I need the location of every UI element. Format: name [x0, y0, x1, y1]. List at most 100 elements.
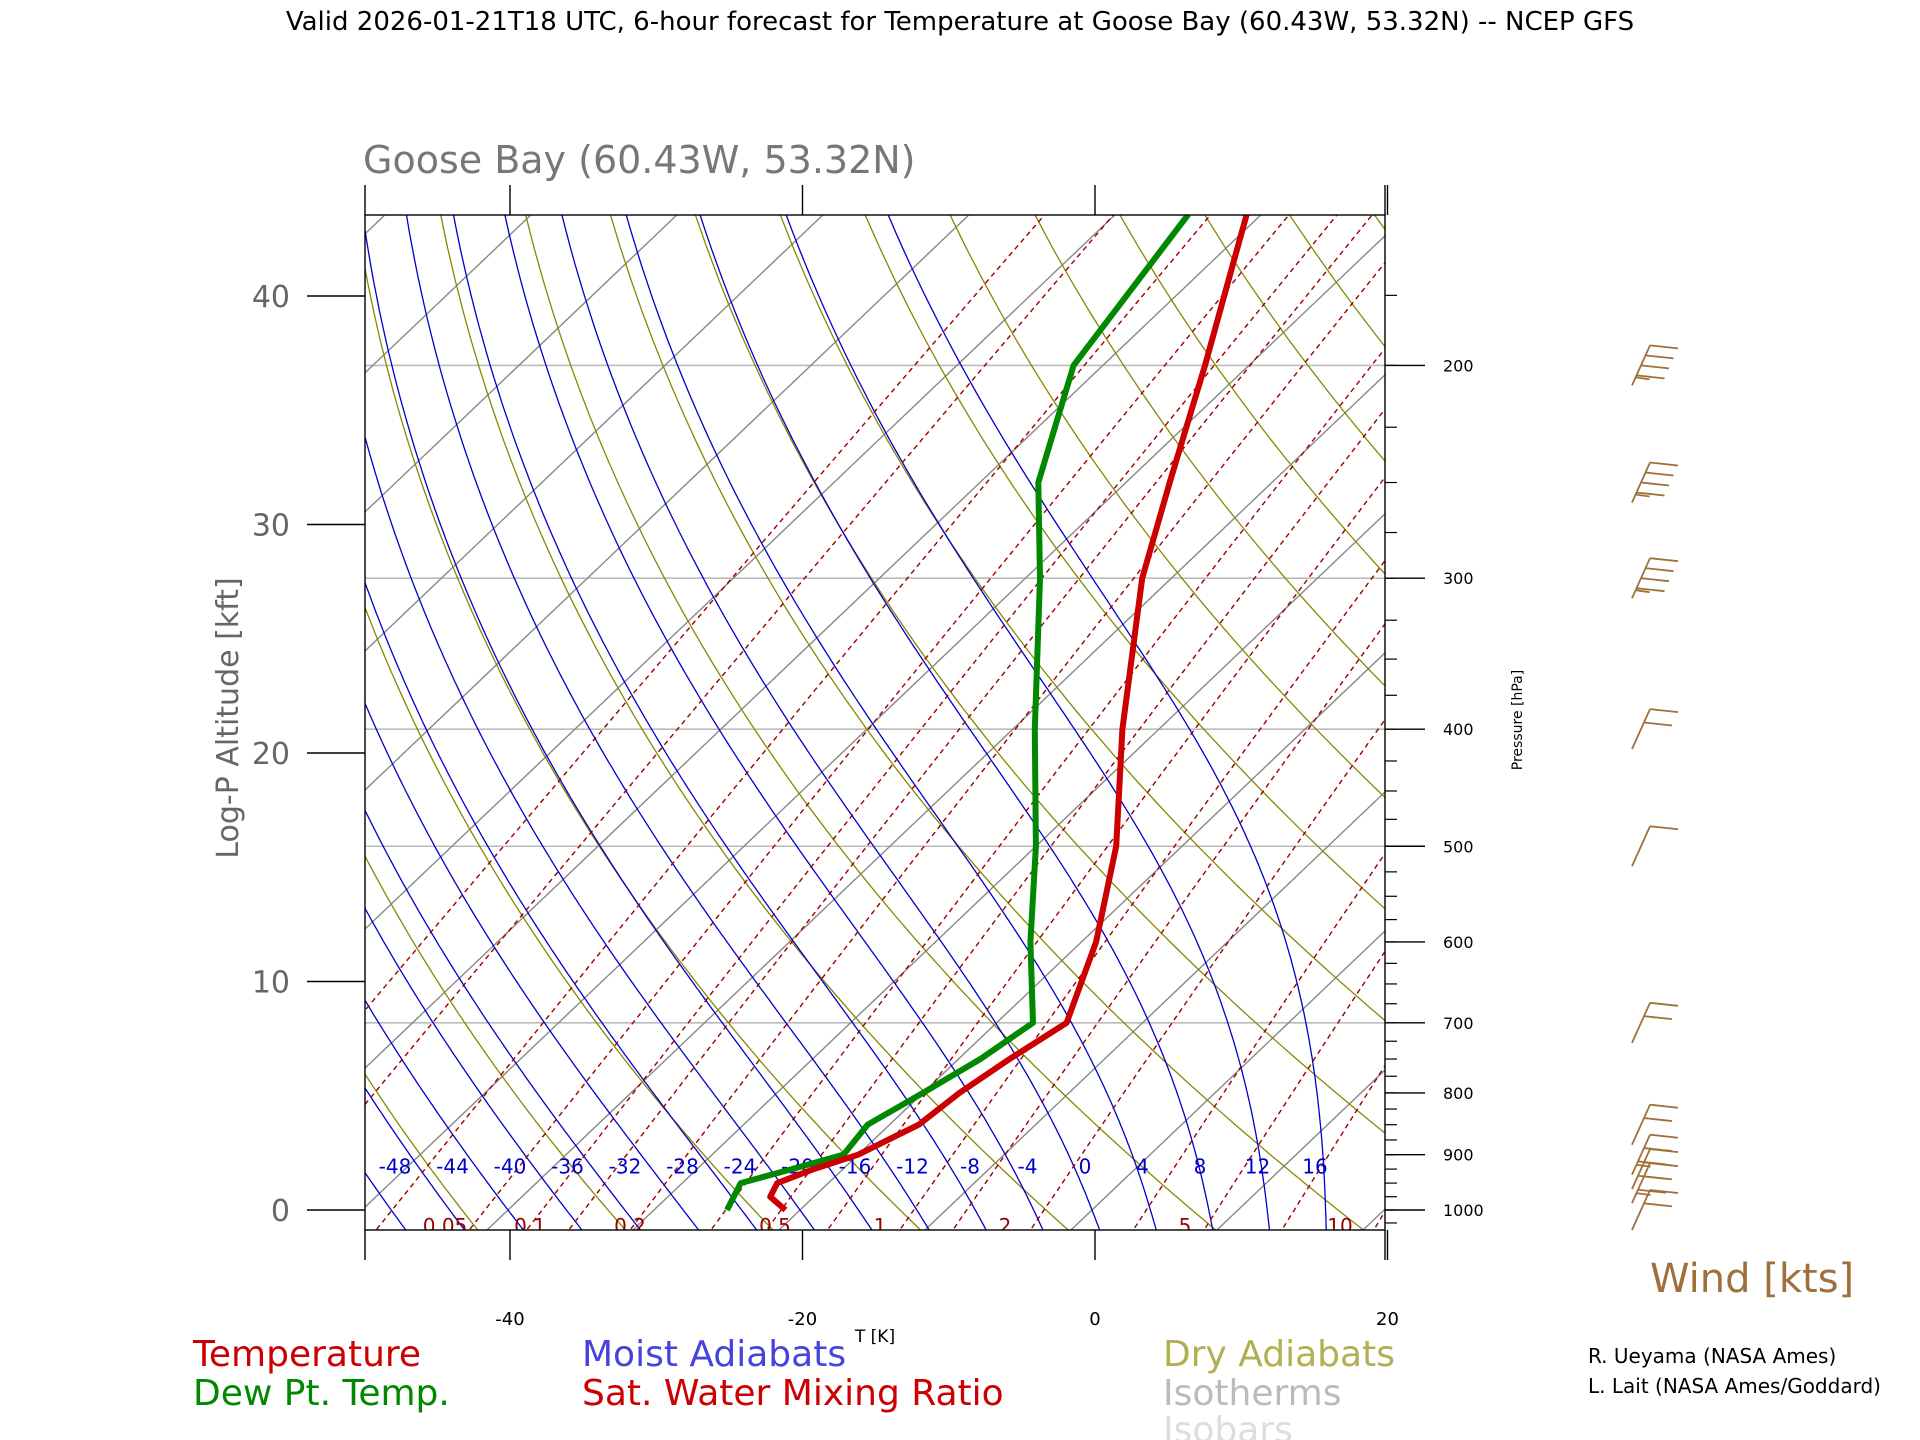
y-tick-label: 20 — [252, 737, 290, 772]
moist-adiabat-label: -44 — [436, 1154, 469, 1178]
wind-barb — [1631, 825, 1651, 867]
moist-adiabat-line — [625, 215, 1157, 1230]
legend-moist-adiabats: Moist Adiabats — [582, 1334, 846, 1375]
isotherm-line — [365, 215, 1116, 931]
moist-adiabat-line — [365, 701, 700, 1230]
dry-adiabat-line — [779, 215, 1385, 1022]
dry-adiabat-line — [15, 97, 345, 1250]
wind-barb-flag — [1649, 708, 1679, 714]
wind-barb-flag — [1645, 354, 1674, 360]
x-tick-label: 20 — [1376, 1309, 1399, 1330]
moist-adiabat-label: -24 — [724, 1154, 757, 1178]
moist-adiabat-line — [785, 215, 1271, 1230]
mixing-ratio-line — [468, 215, 1290, 1230]
wind-barb — [1631, 1162, 1651, 1204]
dry-adiabat-line — [1775, 97, 1920, 1250]
p-tick-label: 700 — [1443, 1014, 1474, 1033]
isotherm-line — [632, 512, 1385, 1230]
plot-frame — [364, 214, 1386, 1231]
mixing-ratio-label: 1 — [874, 1214, 887, 1238]
moist-adiabat-line — [365, 434, 816, 1230]
isotherm-line — [1655, 215, 1920, 1230]
mixing-ratio-label: 2 — [999, 1214, 1012, 1238]
y-tick-label: 40 — [252, 280, 290, 315]
mixing-ratio-line — [1373, 1209, 1385, 1230]
moist-adiabat-line — [561, 215, 1101, 1230]
wind-barb-half — [1636, 1192, 1651, 1196]
wind-barb-flag — [1645, 471, 1674, 477]
wind-barbs — [1631, 344, 1679, 1231]
y-tick-label: 30 — [252, 509, 290, 544]
dry-adiabat-line — [1616, 97, 1920, 1250]
moist-adiabat-line — [365, 906, 583, 1230]
p-tick-label: 300 — [1443, 569, 1474, 588]
moist-adiabat-line — [699, 215, 1214, 1230]
mixing-ratio-line — [365, 215, 1046, 1012]
mixing-ratio-line — [1203, 950, 1385, 1230]
mixing-ratio-line — [1029, 718, 1385, 1230]
dry-adiabat-line — [864, 215, 1385, 910]
wind-barb-half — [1636, 1163, 1651, 1168]
temperature-line — [767, 215, 1250, 1213]
x-tick-label: -20 — [788, 1309, 817, 1330]
isotherm-line — [778, 651, 1385, 1230]
dry-adiabat-line — [1377, 97, 1920, 1250]
dry-adiabat-line — [609, 215, 1365, 1230]
moist-adiabat-line — [365, 1086, 466, 1230]
isotherm-line — [486, 373, 1385, 1230]
wind-barb-flag — [1640, 481, 1670, 487]
wind-barb-flag — [1643, 1117, 1673, 1122]
mixing-ratio-label: 0.05 — [423, 1214, 468, 1238]
mixing-ratio-lines — [365, 97, 1920, 1250]
wind-barb-flag — [1649, 557, 1679, 563]
isotherm-line — [365, 215, 824, 652]
moist-adiabat-line — [365, 999, 525, 1230]
wind-barb-flag — [1643, 1202, 1673, 1208]
p-tick-label: 1000 — [1443, 1201, 1484, 1220]
wind-barb-flag — [1643, 721, 1673, 727]
moist-adiabat-label: -36 — [551, 1154, 584, 1178]
moist-adiabat-label: -8 — [960, 1154, 980, 1178]
moist-adiabat-label: 12 — [1245, 1154, 1270, 1178]
mixing-ratio-line — [826, 476, 1385, 1230]
legend-isotherms: Isotherms — [1163, 1373, 1341, 1414]
dry-adiabat-line — [440, 215, 1070, 1230]
dry-adiabat-line — [1855, 97, 1920, 1250]
mixing-ratio-line — [1132, 852, 1385, 1230]
dry-adiabat-line — [1204, 215, 1385, 463]
wind-barb-half — [1635, 376, 1650, 381]
top-title: Valid 2026-01-21T18 UTC, 6-hour forecast… — [286, 7, 1634, 37]
mixing-ratio-line — [1528, 97, 1920, 1250]
pressure-axis-label: Pressure [hPa] — [1510, 670, 1526, 770]
legend-dewpoint: Dew Pt. Temp. — [193, 1373, 450, 1414]
isobar-lines — [365, 364, 1385, 1024]
wind-barb-flag — [1636, 491, 1665, 497]
dry-adiabat-line — [0, 97, 196, 1250]
dry-adiabat-line — [1696, 97, 1920, 1250]
wind-barb-flag — [1643, 1015, 1673, 1021]
moist-adiabat-label: 16 — [1302, 1154, 1327, 1178]
wind-barb-flag — [1649, 1133, 1679, 1139]
dry-adiabat-line — [365, 605, 774, 1230]
moist-adiabat-line — [452, 215, 987, 1230]
moist-adiabat-line — [365, 580, 758, 1230]
mixing-ratio-label: 0.1 — [514, 1214, 546, 1238]
legend-isobars: Isobars — [1163, 1410, 1293, 1440]
mixing-ratio-label: 0.2 — [614, 1214, 646, 1238]
dry-adiabat-line — [1119, 215, 1385, 575]
legend: Temperature Dew Pt. Temp. Moist Adiabats… — [192, 1334, 1395, 1440]
wind-barb-flag — [1640, 577, 1670, 583]
wind-barb-flag — [1649, 825, 1679, 831]
plot-area: -48 -44 -40 -36 -32 -28 -24 -20 -16 -12 -8 -4 0 4 8 12 1… — [0, 97, 1920, 1250]
wind-barb-half — [1635, 493, 1650, 498]
mixing-ratio-line — [710, 347, 1385, 1230]
dry-adiabat-line — [524, 215, 1217, 1230]
dry-adiabat-line — [365, 1072, 479, 1230]
credit-line-2: L. Lait (NASA Ames/Goddard) — [1588, 1374, 1881, 1398]
p-tick-label: 900 — [1443, 1146, 1474, 1165]
dry-adiabat-line — [1034, 215, 1385, 687]
x-tick-label: 0 — [1089, 1309, 1100, 1330]
wind-barb — [1631, 1104, 1651, 1146]
moist-adiabat-label: 4 — [1136, 1154, 1149, 1178]
